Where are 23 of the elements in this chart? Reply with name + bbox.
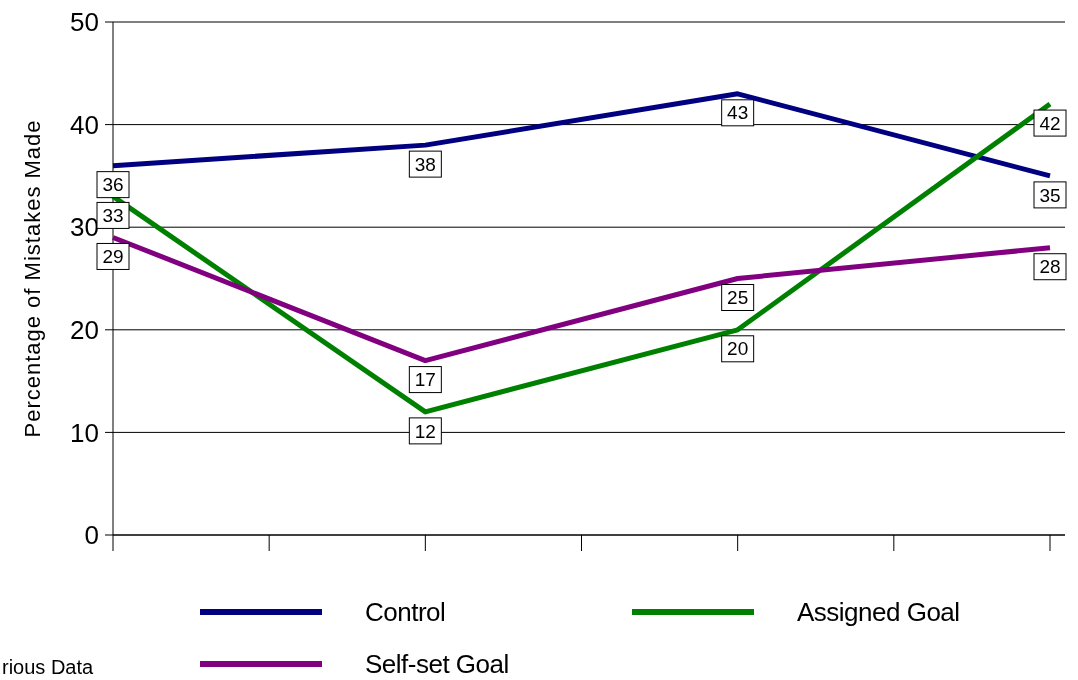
data-label: 29 bbox=[102, 246, 124, 268]
y-tick-label: 10 bbox=[70, 417, 99, 448]
legend-label: Control bbox=[365, 597, 446, 628]
data-label: 20 bbox=[727, 338, 749, 360]
y-tick-label: 40 bbox=[70, 109, 99, 140]
text: rious Data bbox=[2, 656, 95, 678]
data-label: 33 bbox=[102, 205, 124, 227]
data-label: 43 bbox=[727, 102, 749, 124]
y-tick-label: 50 bbox=[70, 7, 99, 38]
y-axis-title: Percentage of Mistakes Made bbox=[20, 119, 45, 438]
y-tick-label: 30 bbox=[70, 212, 99, 243]
data-label: 28 bbox=[1039, 256, 1061, 278]
data-label: 36 bbox=[102, 174, 124, 196]
legend-label: Assigned Goal bbox=[797, 597, 960, 628]
y-tick-label: 20 bbox=[70, 314, 99, 345]
y-tick-label: 0 bbox=[84, 520, 99, 551]
data-label: 42 bbox=[1039, 112, 1061, 134]
data-label: 17 bbox=[414, 369, 436, 391]
data-label: 25 bbox=[727, 287, 749, 309]
data-label: 35 bbox=[1039, 184, 1061, 206]
data-label: 12 bbox=[414, 420, 436, 442]
legend-label: Self-set Goal bbox=[365, 649, 509, 680]
data-label: 38 bbox=[414, 153, 436, 175]
